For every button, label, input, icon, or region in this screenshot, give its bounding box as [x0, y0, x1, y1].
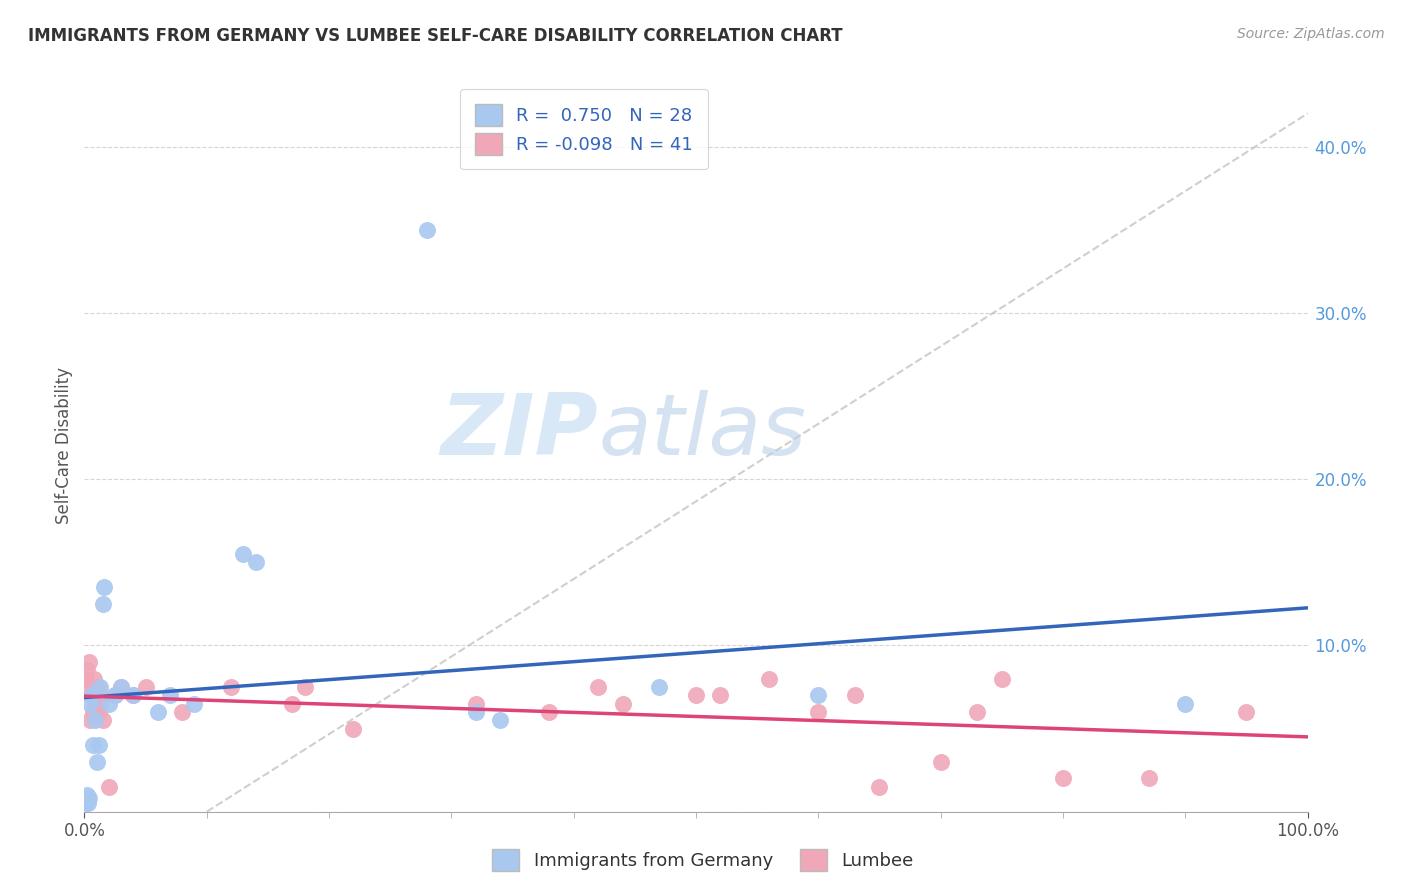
Point: [83, 672, 105, 686]
Point: [709, 689, 731, 703]
Point: [464, 705, 486, 719]
Point: [110, 680, 132, 694]
Point: [87, 680, 110, 694]
Point: [104, 689, 127, 703]
Point: [758, 672, 780, 686]
Point: [586, 680, 609, 694]
Point: [294, 680, 316, 694]
Point: [183, 697, 205, 711]
Point: [342, 722, 364, 736]
Point: [76, 788, 98, 802]
Point: [75, 672, 97, 686]
Point: [1137, 772, 1160, 786]
Point: [685, 689, 707, 703]
Point: [991, 672, 1014, 686]
Point: [807, 689, 830, 703]
Point: [110, 680, 132, 694]
Text: atlas: atlas: [598, 390, 806, 473]
Point: [844, 689, 866, 703]
Text: Source: ZipAtlas.com: Source: ZipAtlas.com: [1237, 27, 1385, 41]
Legend: R =  0.750   N = 28, R = -0.098   N = 41: R = 0.750 N = 28, R = -0.098 N = 41: [460, 89, 707, 169]
Point: [416, 223, 439, 237]
Legend: Immigrants from Germany, Lumbee: Immigrants from Germany, Lumbee: [485, 842, 921, 879]
Point: [159, 689, 181, 703]
Point: [77, 680, 100, 694]
Point: [538, 705, 561, 719]
Point: [929, 755, 952, 769]
Point: [612, 697, 634, 711]
Point: [87, 705, 110, 719]
Point: [807, 705, 830, 719]
Point: [77, 655, 100, 669]
Point: [464, 697, 486, 711]
Point: [84, 697, 107, 711]
Point: [89, 697, 111, 711]
Point: [80, 689, 103, 703]
Point: [97, 780, 120, 794]
Point: [76, 664, 98, 678]
Point: [80, 689, 103, 703]
Point: [90, 689, 112, 703]
Point: [84, 714, 107, 728]
Point: [122, 689, 145, 703]
Point: [97, 697, 120, 711]
Point: [648, 680, 671, 694]
Text: IMMIGRANTS FROM GERMANY VS LUMBEE SELF-CARE DISABILITY CORRELATION CHART: IMMIGRANTS FROM GERMANY VS LUMBEE SELF-C…: [28, 27, 842, 45]
Point: [232, 547, 254, 561]
Point: [86, 755, 108, 769]
Y-axis label: Self-Care Disability: Self-Care Disability: [55, 368, 73, 524]
Point: [75, 797, 97, 811]
Point: [966, 705, 988, 719]
Point: [104, 689, 127, 703]
Point: [489, 714, 512, 728]
Point: [87, 738, 110, 752]
Point: [82, 705, 104, 719]
Point: [245, 555, 267, 569]
Point: [77, 791, 100, 805]
Point: [1174, 697, 1197, 711]
Point: [172, 705, 194, 719]
Point: [82, 738, 104, 752]
Point: [91, 714, 114, 728]
Point: [869, 780, 891, 794]
Point: [281, 697, 304, 711]
Point: [1052, 772, 1074, 786]
Point: [1236, 705, 1258, 719]
Point: [122, 689, 145, 703]
Point: [89, 680, 111, 694]
Point: [77, 797, 100, 811]
Point: [93, 580, 115, 594]
Point: [219, 680, 242, 694]
Point: [86, 689, 108, 703]
Point: [135, 680, 157, 694]
Point: [79, 714, 101, 728]
Point: [91, 597, 114, 611]
Text: ZIP: ZIP: [440, 390, 598, 473]
Point: [79, 697, 101, 711]
Point: [146, 705, 169, 719]
